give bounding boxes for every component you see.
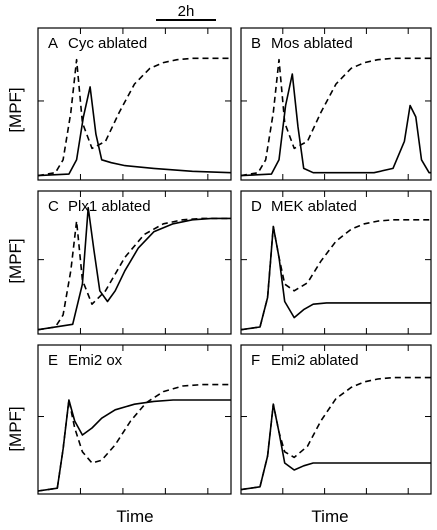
panel-a: A Cyc ablated: [37, 27, 232, 181]
series-dashed: [37, 217, 231, 331]
series-solid: [240, 225, 431, 331]
panel-title: Emi2 ablated: [271, 352, 359, 369]
panel-frame: [37, 344, 232, 495]
panel-title: Mos ablated: [271, 35, 353, 52]
y-axis-label-row-2: [MPF]: [6, 238, 25, 283]
panel-letter: D: [251, 198, 262, 215]
series-solid: [37, 206, 231, 331]
panel-frame: [37, 27, 232, 181]
panel-letter: F: [251, 352, 260, 369]
series-solid: [240, 73, 431, 177]
panel-b: B Mos ablated: [240, 27, 432, 181]
panel-d: D MEK ablated: [240, 190, 432, 335]
y-axis-label-row-3: [MPF]: [6, 406, 25, 451]
series-solid: [240, 403, 431, 491]
x-axis-label-right: Time: [311, 507, 348, 526]
panel-f: F Emi2 ablated: [240, 344, 432, 495]
panel-frame: [240, 344, 432, 495]
panel-letter: A: [48, 35, 58, 52]
panel-title: Cyc ablated: [68, 35, 147, 52]
series-dashed: [240, 376, 431, 491]
series-solid: [37, 86, 232, 177]
panel-letter: E: [48, 352, 58, 369]
x-axis-label-left: Time: [116, 507, 153, 526]
panel-frame: [240, 27, 432, 181]
panel-title: Plx1 ablated: [68, 198, 151, 215]
panel-title: Emi2 ox: [68, 352, 123, 369]
series-dashed: [37, 57, 231, 177]
panel-frame: [240, 190, 432, 335]
series-dashed: [240, 57, 431, 177]
panel-letter: C: [48, 198, 59, 215]
panel-e: E Emi2 ox: [37, 344, 232, 495]
series-solid: [37, 399, 231, 492]
scale-bar-label: 2h: [178, 3, 195, 20]
y-axis-label-row-1: [MPF]: [6, 87, 25, 132]
panel-frame: [37, 190, 232, 335]
panel-title: MEK ablated: [271, 198, 357, 215]
panel-c: C Plx1 ablated: [37, 190, 232, 335]
panel-letter: B: [251, 35, 261, 52]
